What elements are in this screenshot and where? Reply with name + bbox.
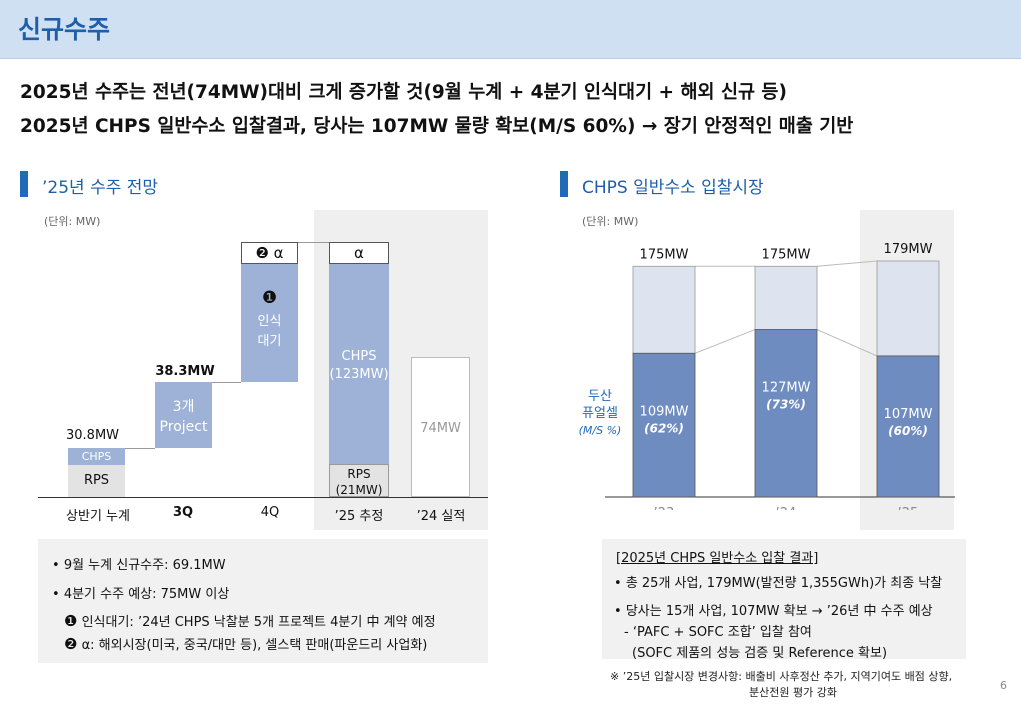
q4-pending-segment: ❶ 인식 대기 (241, 264, 298, 382)
bar-total-label: 175MW (762, 247, 811, 262)
chps-market-chart: 175MW 109MW (62%) ’23 175MW 127MW (73%) ’24 179M… (605, 242, 955, 510)
est-rps-segment: RPS (21MW) (329, 464, 389, 497)
right-note-sub: - ‘PAFC + SOFC 조합’ 입찰 참여 (624, 625, 812, 640)
category-label: ’23 (654, 506, 675, 510)
connector-line (816, 329, 878, 357)
header-band (0, 0, 1021, 59)
marker-1-icon: ❶ (261, 288, 278, 308)
bar-company-segment (754, 329, 818, 498)
left-note-sub: ❶ 인식대기: ’24년 CHPS 낙찰분 5개 프로젝트 4분기 中 계약 예… (64, 612, 436, 630)
page-title: 신규수주 (18, 15, 111, 44)
bar-total-label: 175MW (640, 247, 689, 262)
left-note-line: • 9월 누계 신규수주: 69.1MW (52, 558, 226, 573)
headline-1: 2025년 수주는 전년(74MW)대비 크게 증가할 것(9월 누계 + 4분… (20, 82, 787, 103)
bar-value-label: 127MW (762, 381, 811, 396)
category-label: ’25 추정 (334, 509, 384, 524)
connector-line (298, 242, 329, 243)
bar-value-label: 109MW (640, 404, 689, 419)
q4-alpha-segment: ❷ α (241, 242, 298, 264)
left-notes-box (38, 539, 488, 663)
h1-rps-segment: RPS (68, 465, 125, 497)
right-notes-box (602, 539, 966, 659)
q3-project-segment: 3개 Project (155, 382, 212, 448)
bar-company-segment (876, 355, 940, 498)
connector-line (125, 448, 155, 449)
section-marker (560, 171, 568, 197)
q4-pending-label: 인식 대기 (257, 314, 282, 349)
bar-share-label: (62%) (644, 421, 684, 435)
bottom-edge (0, 703, 1021, 709)
left-axis-baseline (38, 497, 488, 498)
category-label: 4Q (260, 505, 280, 520)
footnote-line: 분산전원 평가 강화 (749, 686, 837, 699)
est-alpha-segment: α (329, 242, 389, 264)
prev-year-bar: 74MW (411, 357, 470, 497)
right-note-line: • 총 25개 사업, 179MW(발전량 1,355GWh)가 최종 낙찰 (614, 576, 943, 591)
category-label: ’25 (898, 506, 919, 510)
right-note-sub: (SOFC 제품의 성능 검증 및 Reference 확보) (632, 646, 888, 661)
bar-total-segment (876, 260, 940, 357)
category-label: ’24 실적 (416, 509, 466, 524)
section-marker (20, 171, 28, 197)
h1-total-label: 30.8MW (66, 428, 120, 443)
connector-line (816, 260, 878, 267)
page-number: 6 (1000, 679, 1007, 692)
bar-share-label: (60%) (888, 424, 928, 438)
right-section-title: CHPS 일반수소 입찰시장 (582, 178, 764, 198)
left-section-title: ’25년 수주 전망 (42, 178, 159, 198)
left-note-sub: ❷ α: 해외시장(미국, 중국/대만 등), 셀스택 판매(파운드리 사업화) (64, 635, 428, 653)
marker-2-icon: ❷ (64, 635, 78, 653)
right-unit-label: (단위: MW) (582, 215, 639, 228)
right-legend: 두산 퓨얼셀 (M/S %) (570, 388, 630, 437)
est-chps-segment: CHPS (123MW) (329, 264, 389, 464)
connector-line (694, 329, 756, 354)
legend-company: 두산 퓨얼셀 (582, 389, 618, 421)
category-label: ’24 (776, 506, 797, 510)
bar-value-label: 107MW (884, 407, 933, 422)
connector-line (212, 382, 241, 383)
bar-total-segment (632, 265, 696, 354)
category-label: 상반기 누계 (66, 509, 130, 524)
left-note-line: • 4분기 수주 예상: 75MW 이상 (52, 587, 230, 602)
left-unit-label: (단위: MW) (44, 215, 101, 228)
bar-total-segment (754, 265, 818, 330)
footnote-line: ※ ’25년 입찰시장 변경사항: 배출비 사후정산 추가, 지역기여도 배점 … (610, 670, 953, 683)
q3-total-label: 38.3MW (155, 364, 215, 379)
right-notes-title: [2025년 CHPS 일반수소 입찰 결과] (616, 551, 819, 566)
bar-share-label: (73%) (766, 398, 806, 412)
q4-alpha-label: α (273, 244, 284, 262)
right-note-line: • 당사는 15개 사업, 107MW 확보 → ’26년 中 수주 예상 (614, 604, 933, 619)
bar-company-segment (632, 352, 696, 498)
bar-total-label: 179MW (884, 242, 933, 257)
headline-2: 2025년 CHPS 일반수소 입찰결과, 당사는 107MW 물량 확보(M/… (20, 116, 854, 137)
marker-1-icon: ❶ (64, 612, 78, 630)
marker-2-icon: ❷ (255, 244, 269, 262)
h1-chps-segment: CHPS (68, 448, 125, 465)
category-label: 3Q (172, 505, 194, 520)
legend-share: (M/S %) (578, 424, 622, 437)
